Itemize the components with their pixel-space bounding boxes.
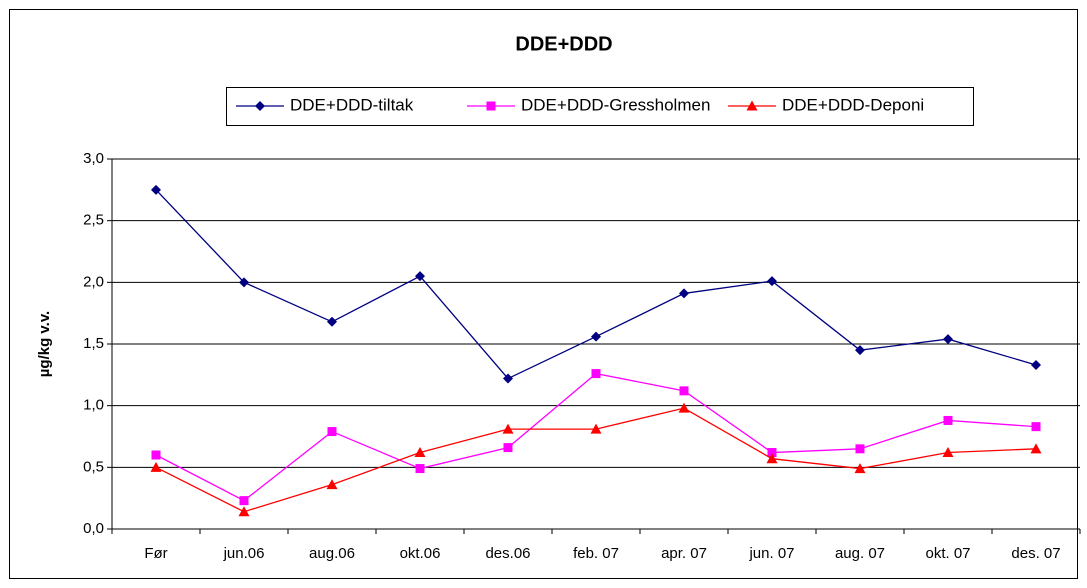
- point: [591, 369, 601, 379]
- point: [326, 479, 338, 490]
- point: [502, 423, 514, 434]
- point: [151, 450, 161, 460]
- point: [1031, 422, 1041, 432]
- x-tick-label: okt. 07: [925, 545, 970, 562]
- point: [855, 345, 865, 356]
- point: [150, 461, 162, 472]
- point: [414, 447, 426, 458]
- x-tick-label: Før: [144, 545, 167, 562]
- point: [590, 423, 602, 434]
- point: [151, 184, 161, 195]
- point: [503, 443, 513, 453]
- x-tick-label: feb. 07: [573, 545, 619, 562]
- y-tick-label: 1,5: [83, 335, 104, 352]
- legend-marker: [746, 100, 758, 111]
- point: [767, 448, 777, 458]
- y-tick-label: 0,5: [83, 458, 104, 475]
- x-tick-label: aug.06: [309, 545, 355, 562]
- legend-label: DDE+DDD-Deponi: [782, 95, 924, 114]
- y-tick-label: 3,0: [83, 150, 104, 167]
- x-tick-label: okt.06: [400, 545, 441, 562]
- x-tick-label: apr. 07: [661, 545, 707, 562]
- point: [942, 447, 954, 458]
- point: [239, 496, 249, 506]
- point: [1030, 443, 1042, 454]
- point: [415, 271, 425, 282]
- x-tick-label: jun. 07: [748, 545, 794, 562]
- legend-marker: [255, 101, 265, 111]
- legend-label: DDE+DDD-tiltak: [290, 95, 414, 114]
- y-tick-label: 1,0: [83, 397, 104, 414]
- y-tick-label: 2,0: [83, 273, 104, 290]
- x-tick-label: des.06: [485, 545, 530, 562]
- point: [679, 288, 689, 299]
- point: [854, 463, 866, 474]
- point: [238, 506, 250, 517]
- legend-box: [226, 87, 974, 126]
- y-axis-label: µg/kg v.v.: [36, 311, 53, 377]
- point: [767, 276, 777, 287]
- point: [943, 415, 953, 425]
- point: [1031, 359, 1041, 370]
- point: [943, 334, 953, 345]
- y-tick-label: 0,0: [83, 520, 104, 537]
- point: [679, 386, 689, 396]
- point: [415, 464, 425, 474]
- point: [591, 331, 601, 342]
- point: [327, 427, 337, 437]
- point: [855, 444, 865, 454]
- legend-label: DDE+DDD-Gressholmen: [521, 95, 710, 114]
- point: [327, 316, 337, 327]
- chart-title: DDE+DDD: [515, 33, 612, 55]
- legend-marker: [486, 101, 496, 111]
- point: [239, 277, 249, 288]
- x-tick-label: des. 07: [1011, 545, 1060, 562]
- x-tick-label: jun.06: [223, 545, 265, 562]
- y-tick-label: 2,5: [83, 212, 104, 229]
- point: [678, 402, 690, 413]
- point: [503, 373, 513, 384]
- point: [766, 453, 778, 464]
- x-tick-label: aug. 07: [835, 545, 885, 562]
